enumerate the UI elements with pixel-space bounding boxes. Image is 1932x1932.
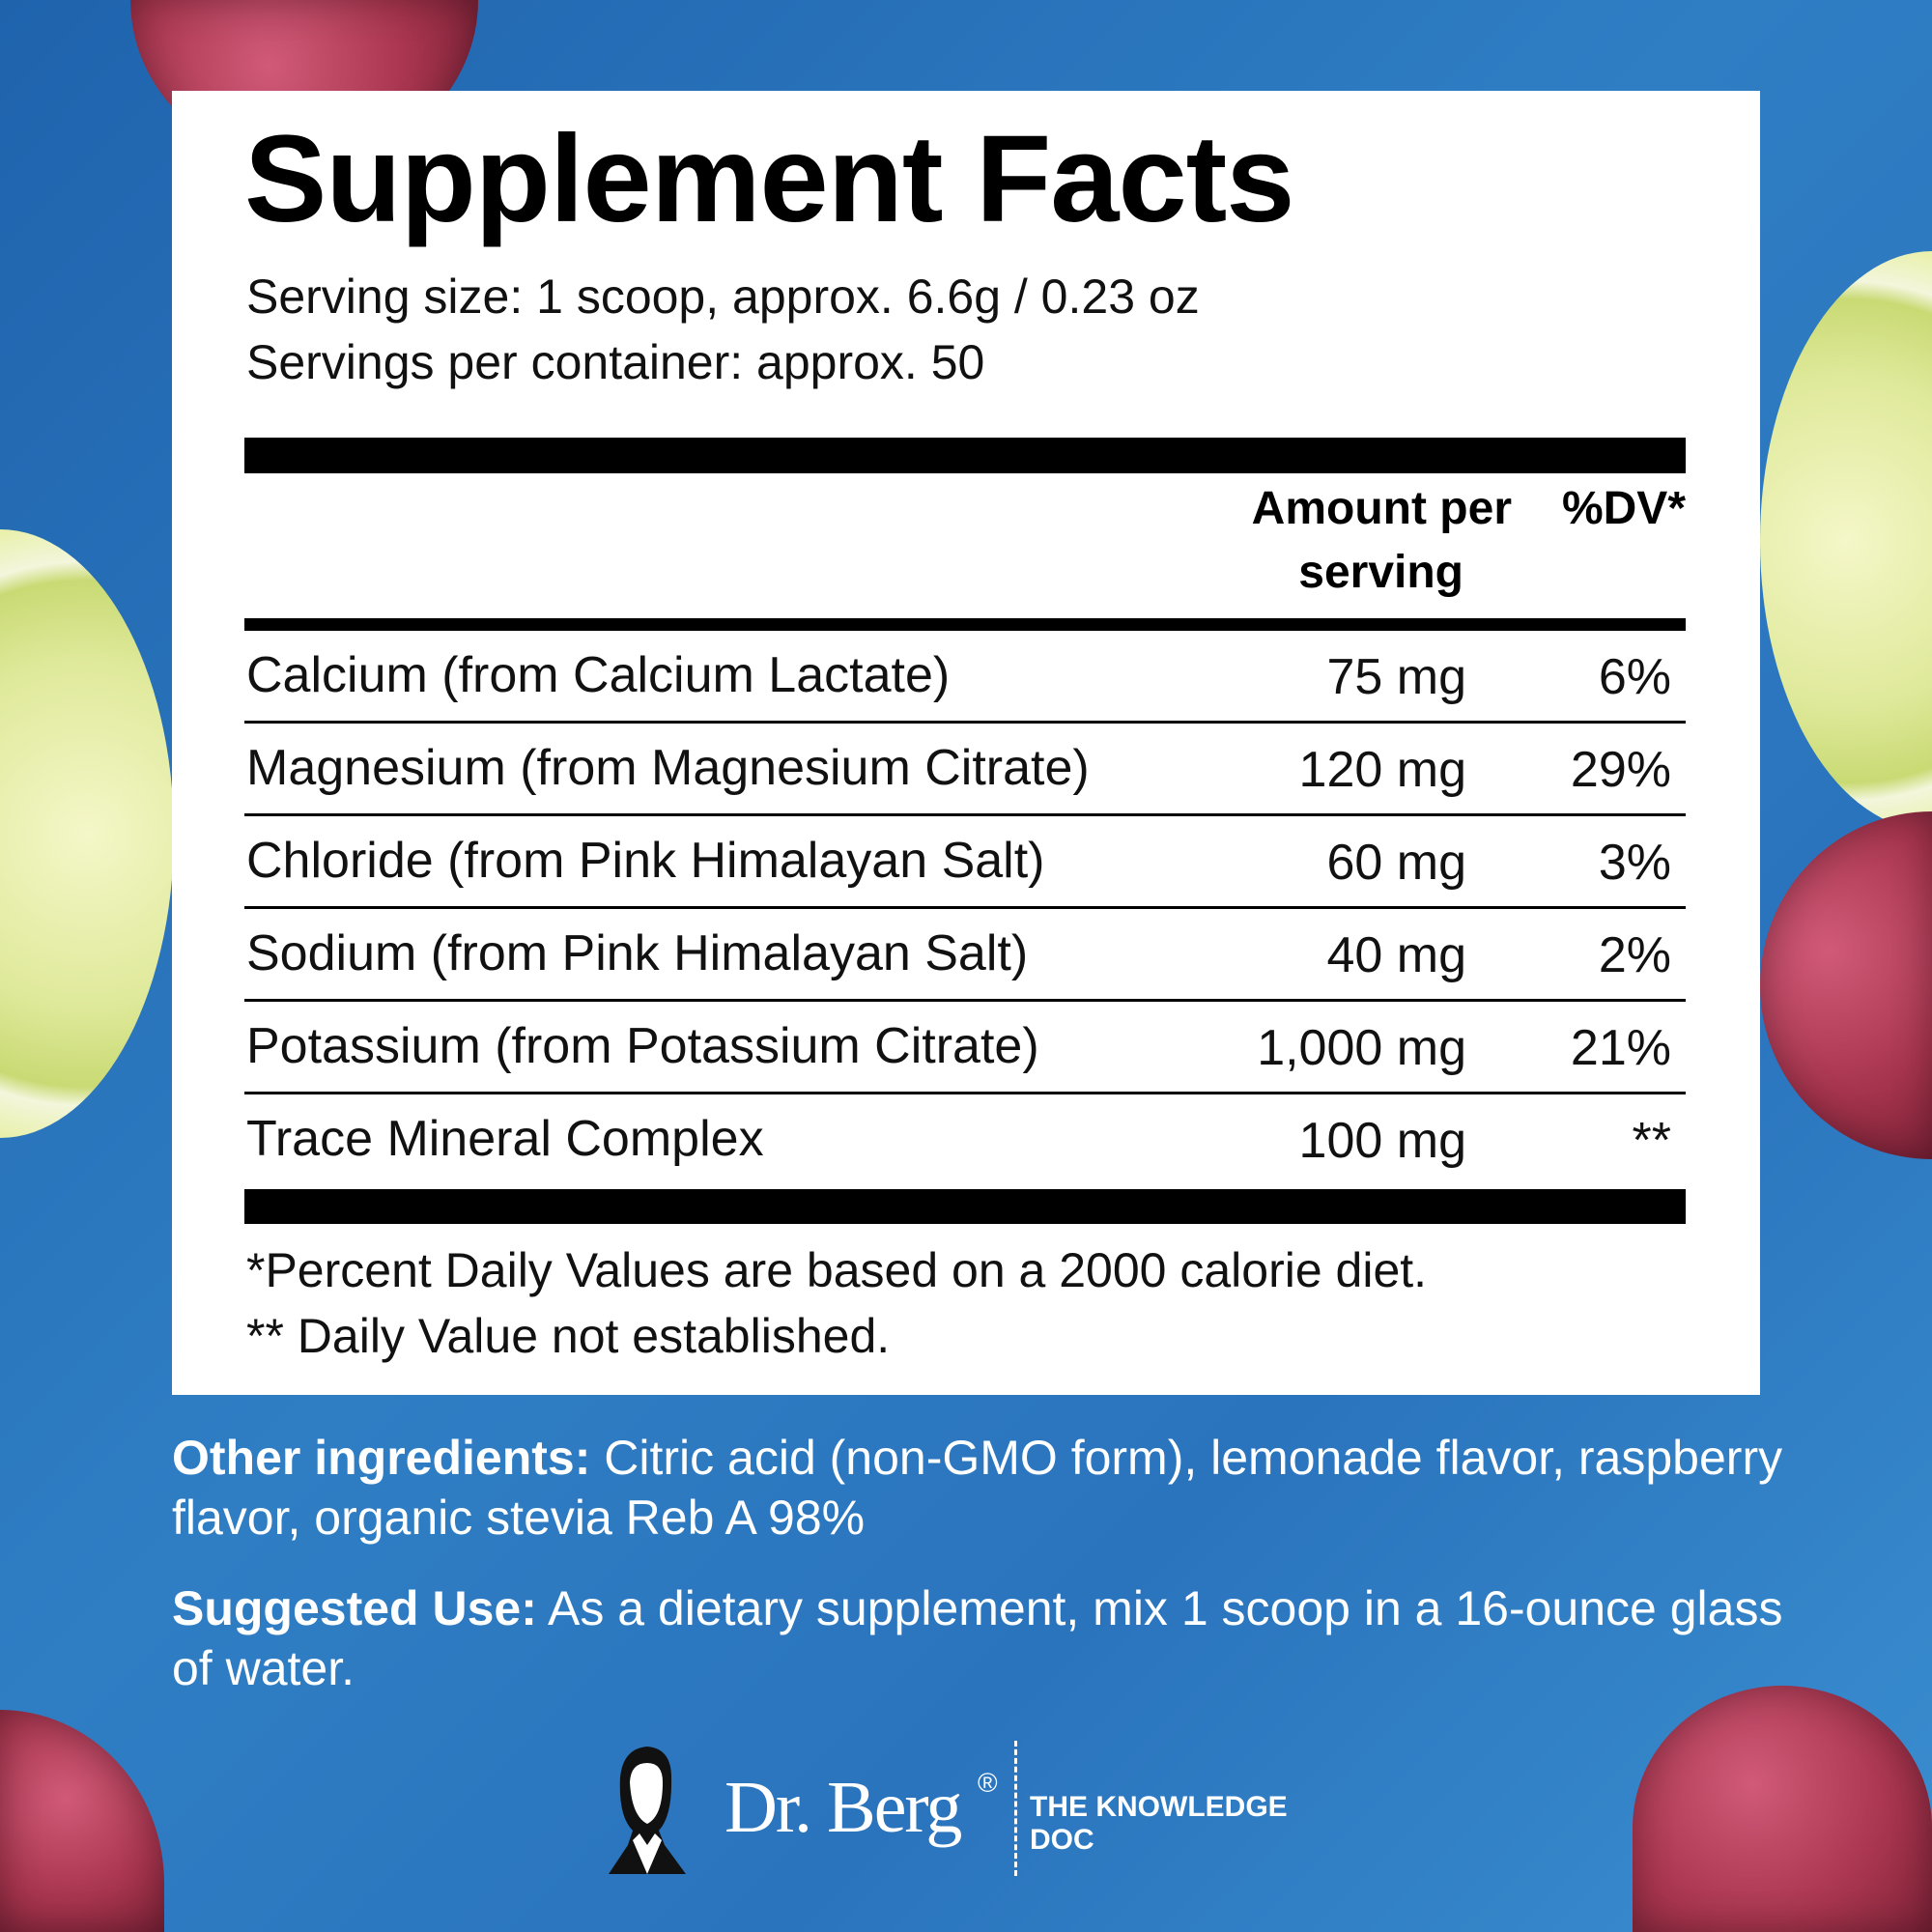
- nutrient-name: Potassium (from Potassium Citrate): [246, 1018, 1039, 1074]
- other-ingredients-label: Other ingredients:: [172, 1431, 591, 1485]
- divider-thick: [244, 1189, 1686, 1224]
- divider-thick: [244, 438, 1686, 473]
- nutrient-row: Sodium (from Pink Himalayan Salt) 40 mg 2%: [244, 909, 1686, 1002]
- registered-mark: ®: [978, 1768, 998, 1798]
- nutrient-row: Magnesium (from Magnesium Citrate) 120 mg…: [244, 724, 1686, 816]
- nutrient-amount: 100 mg: [1298, 1113, 1466, 1169]
- lemon-slice-image: [1760, 251, 1932, 831]
- row-divider: [244, 721, 1686, 724]
- amount-header-line1: Amount per: [1251, 483, 1512, 534]
- nutrient-amount: 40 mg: [1326, 927, 1466, 983]
- serving-size: Serving size: 1 scoop, approx. 6.6g / 0.…: [246, 270, 1200, 324]
- nutrient-amount: 75 mg: [1326, 649, 1466, 705]
- brand-tagline: THE KNOWLEDGE DOC: [1030, 1791, 1288, 1856]
- raspberry-image: [1633, 1686, 1932, 1932]
- nutrient-name: Chloride (from Pink Himalayan Salt): [246, 833, 1045, 889]
- row-divider: [244, 999, 1686, 1002]
- nutrient-name: Magnesium (from Magnesium Citrate): [246, 740, 1090, 796]
- nutrient-row: Trace Mineral Complex 100 mg **: [244, 1094, 1686, 1187]
- nutrient-row: Calcium (from Calcium Lactate) 75 mg 6%: [244, 631, 1686, 724]
- suggested-use: Suggested Use: As a dietary supplement, …: [172, 1578, 1795, 1698]
- servings-per-container: Servings per container: approx. 50: [246, 335, 985, 389]
- nutrient-dv: 6%: [1598, 649, 1671, 705]
- nutrient-dv: 29%: [1570, 742, 1671, 798]
- nutrient-name: Trace Mineral Complex: [246, 1111, 764, 1167]
- nutrient-amount: 1,000 mg: [1257, 1020, 1466, 1076]
- footnote-not-established: ** Daily Value not established.: [246, 1309, 891, 1363]
- brand-logo: Dr. Berg ® THE KNOWLEDGE DOC: [599, 1739, 1352, 1884]
- nutrient-row: Chloride (from Pink Himalayan Salt) 60 mg…: [244, 816, 1686, 909]
- nutrient-dv: 3%: [1598, 835, 1671, 891]
- nutrient-dv: 21%: [1570, 1020, 1671, 1076]
- raspberry-image: [1760, 811, 1932, 1159]
- suggested-use-label: Suggested Use:: [172, 1581, 537, 1635]
- other-ingredients-text: Citric acid (non-GMO form), lemonade fla…: [172, 1431, 1783, 1545]
- nutrient-name: Sodium (from Pink Himalayan Salt): [246, 925, 1029, 981]
- supplement-facts-panel: [172, 91, 1760, 1395]
- page-title: Supplement Facts: [244, 110, 1294, 248]
- other-ingredients: Other ingredients: Citric acid (non-GMO …: [172, 1428, 1795, 1548]
- nutrient-name: Calcium (from Calcium Lactate): [246, 647, 951, 703]
- divider-medium: [244, 618, 1686, 631]
- nutrient-row: Potassium (from Potassium Citrate) 1,000 …: [244, 1002, 1686, 1094]
- amount-header-line2: serving: [1298, 547, 1463, 598]
- nutrient-dv: 2%: [1598, 927, 1671, 983]
- nutrient-amount: 60 mg: [1326, 835, 1466, 891]
- raspberry-image: [0, 1710, 164, 1932]
- row-divider: [244, 1092, 1686, 1094]
- row-divider: [244, 813, 1686, 816]
- suggested-use-text: As a dietary supplement, mix 1 scoop in …: [172, 1581, 1783, 1695]
- dr-berg-portrait-icon: [609, 1747, 686, 1874]
- nutrient-amount: 120 mg: [1298, 742, 1466, 798]
- logo-divider: [1014, 1741, 1017, 1876]
- brand-name: Dr. Berg: [724, 1767, 962, 1848]
- amount-header: Amount per serving: [1125, 477, 1512, 605]
- footnote-dv: *Percent Daily Values are based on a 200…: [246, 1243, 1428, 1297]
- dv-header: %DV*: [1561, 483, 1686, 534]
- lemon-slice-image: [0, 529, 174, 1138]
- row-divider: [244, 906, 1686, 909]
- nutrient-dv: **: [1632, 1113, 1671, 1169]
